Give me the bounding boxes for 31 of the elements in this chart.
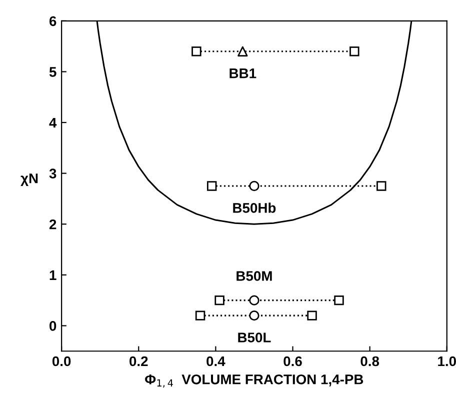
series-label: B50M: [236, 271, 272, 281]
point: [249, 310, 260, 321]
point: [214, 295, 224, 306]
point: [249, 180, 260, 192]
x-tick-label: 0.0: [52, 356, 71, 366]
series-label: BB1: [230, 68, 256, 78]
series-label: B50L: [238, 332, 271, 342]
point: [334, 295, 344, 306]
point: [307, 310, 317, 320]
y-tick-label: 4: [49, 118, 57, 128]
point: [350, 46, 360, 56]
x-tick-label: 0.6: [284, 356, 302, 366]
point: [376, 181, 386, 191]
series-label: B50Hb: [233, 202, 276, 213]
x-tick-label: 1.0: [438, 356, 456, 366]
y-axis-title: χN: [20, 174, 38, 186]
x-axis-title: Φ$_{1,4}$ VOLUME FRACTION 1,4-PB: [145, 374, 364, 388]
point: [195, 310, 206, 320]
y-tick-label: 3: [49, 168, 56, 178]
point: [192, 46, 202, 56]
x-tick-label: 0.2: [130, 356, 148, 366]
point: [238, 46, 248, 56]
y-tick-label: 2: [49, 219, 56, 230]
y-tick-label: 5: [49, 67, 56, 77]
y-tick-label: 1: [50, 270, 56, 280]
point: [249, 295, 260, 306]
point: [206, 181, 217, 191]
y-tick-label: 6: [49, 16, 56, 26]
x-tick-label: 0.4: [206, 356, 226, 366]
x-tick-label: 0.8: [360, 356, 380, 366]
y-tick-label: 0: [50, 321, 56, 331]
